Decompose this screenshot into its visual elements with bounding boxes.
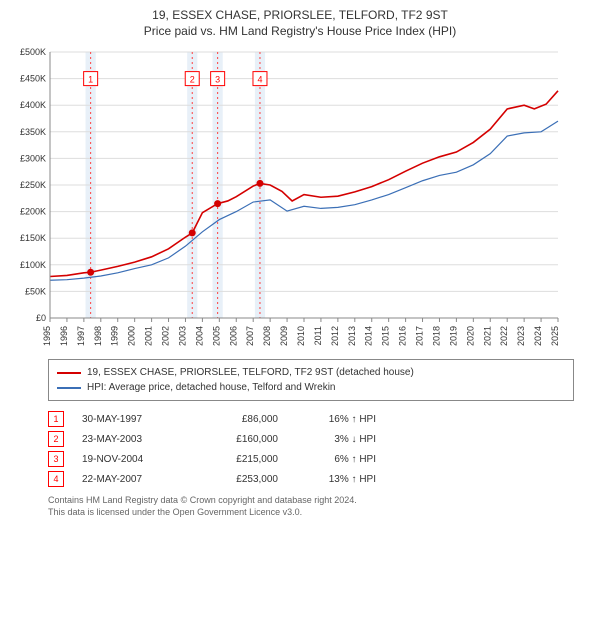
svg-text:3: 3 — [215, 75, 220, 85]
sale-date: 23-MAY-2003 — [82, 434, 192, 445]
svg-text:1: 1 — [88, 75, 93, 85]
sale-row: 3 19-NOV-2004 £215,000 6% ↑ HPI — [48, 449, 574, 469]
svg-text:2010: 2010 — [296, 326, 306, 346]
svg-text:2022: 2022 — [499, 326, 509, 346]
svg-text:2008: 2008 — [262, 326, 272, 346]
svg-text:2002: 2002 — [161, 326, 171, 346]
svg-text:£0: £0 — [36, 313, 46, 323]
title-address: 19, ESSEX CHASE, PRIORSLEE, TELFORD, TF2… — [8, 8, 592, 22]
chart-svg: £0 £50K £100K £150K £200K £250K £300K £350K £400… — [8, 46, 568, 346]
svg-text:2020: 2020 — [465, 326, 475, 346]
legend-swatch — [57, 372, 81, 374]
svg-text:2015: 2015 — [381, 326, 391, 346]
svg-text:2019: 2019 — [448, 326, 458, 346]
footnote: Contains HM Land Registry data © Crown c… — [48, 495, 574, 518]
svg-text:2024: 2024 — [533, 326, 543, 346]
svg-text:2018: 2018 — [431, 326, 441, 346]
svg-text:£400K: £400K — [20, 100, 46, 110]
svg-text:£300K: £300K — [20, 153, 46, 163]
sale-date: 19-NOV-2004 — [82, 454, 192, 465]
sale-price: £253,000 — [210, 474, 278, 485]
svg-text:2000: 2000 — [127, 326, 137, 346]
sale-marker: 4 — [48, 471, 64, 487]
svg-text:1998: 1998 — [93, 326, 103, 346]
svg-text:2021: 2021 — [482, 326, 492, 346]
legend-box: 19, ESSEX CHASE, PRIORSLEE, TELFORD, TF2… — [48, 359, 574, 401]
svg-text:2001: 2001 — [144, 326, 154, 346]
sale-diff: 3% ↓ HPI — [296, 434, 376, 445]
svg-text:2017: 2017 — [415, 326, 425, 346]
svg-text:£150K: £150K — [20, 233, 46, 243]
svg-text:2025: 2025 — [550, 326, 560, 346]
svg-text:£350K: £350K — [20, 127, 46, 137]
svg-text:2023: 2023 — [516, 326, 526, 346]
sales-table: 1 30-MAY-1997 £86,000 16% ↑ HPI 2 23-MAY-2003… — [48, 409, 574, 489]
sale-row: 4 22-MAY-2007 £253,000 13% ↑ HPI — [48, 469, 574, 489]
svg-text:4: 4 — [257, 75, 262, 85]
svg-text:2: 2 — [190, 75, 195, 85]
svg-text:2011: 2011 — [313, 326, 323, 345]
sale-marker: 3 — [48, 451, 64, 467]
svg-text:£250K: £250K — [20, 180, 46, 190]
sale-marker: 1 — [48, 411, 64, 427]
footnote-line1: Contains HM Land Registry data © Crown c… — [48, 495, 574, 507]
svg-text:2003: 2003 — [177, 326, 187, 346]
title-subtitle: Price paid vs. HM Land Registry's House … — [8, 24, 592, 38]
svg-text:2006: 2006 — [228, 326, 238, 346]
legend-item: HPI: Average price, detached house, Telf… — [57, 380, 565, 395]
sale-row: 1 30-MAY-1997 £86,000 16% ↑ HPI — [48, 409, 574, 429]
svg-text:2014: 2014 — [364, 326, 374, 346]
svg-text:£500K: £500K — [20, 47, 46, 57]
sale-diff: 16% ↑ HPI — [296, 414, 376, 425]
sale-date: 30-MAY-1997 — [82, 414, 192, 425]
footnote-line2: This data is licensed under the Open Gov… — [48, 507, 574, 519]
svg-text:2009: 2009 — [279, 326, 289, 346]
sale-price: £160,000 — [210, 434, 278, 445]
svg-text:1999: 1999 — [110, 326, 120, 346]
svg-text:2016: 2016 — [398, 326, 408, 346]
sale-marker: 2 — [48, 431, 64, 447]
sale-diff: 6% ↑ HPI — [296, 454, 376, 465]
svg-text:£450K: £450K — [20, 74, 46, 84]
svg-text:2004: 2004 — [194, 326, 204, 346]
svg-text:1996: 1996 — [59, 326, 69, 346]
legend-item: 19, ESSEX CHASE, PRIORSLEE, TELFORD, TF2… — [57, 365, 565, 380]
sale-diff: 13% ↑ HPI — [296, 474, 376, 485]
sale-price: £215,000 — [210, 454, 278, 465]
sale-price: £86,000 — [210, 414, 278, 425]
svg-text:2005: 2005 — [211, 326, 221, 346]
svg-text:1997: 1997 — [76, 326, 86, 346]
chart-titles: 19, ESSEX CHASE, PRIORSLEE, TELFORD, TF2… — [8, 8, 592, 38]
svg-text:2013: 2013 — [347, 326, 357, 346]
svg-text:2007: 2007 — [245, 326, 255, 346]
svg-text:£50K: £50K — [25, 286, 46, 296]
legend-swatch — [57, 387, 81, 389]
legend-label: HPI: Average price, detached house, Telf… — [87, 380, 336, 395]
price-chart: £0 £50K £100K £150K £200K £250K £300K £350K £400… — [8, 46, 592, 349]
svg-text:1995: 1995 — [42, 326, 52, 346]
legend-label: 19, ESSEX CHASE, PRIORSLEE, TELFORD, TF2… — [87, 365, 414, 380]
sale-row: 2 23-MAY-2003 £160,000 3% ↓ HPI — [48, 429, 574, 449]
svg-text:£100K: £100K — [20, 260, 46, 270]
svg-text:2012: 2012 — [330, 326, 340, 346]
sale-date: 22-MAY-2007 — [82, 474, 192, 485]
svg-text:£200K: £200K — [20, 207, 46, 217]
